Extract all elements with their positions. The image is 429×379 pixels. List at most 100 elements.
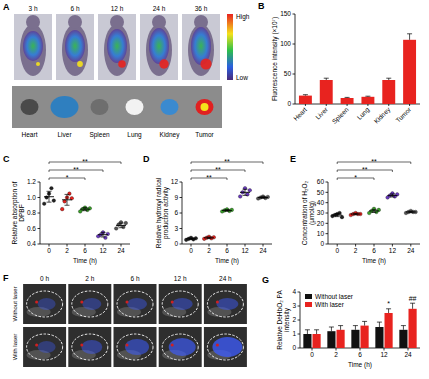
tumor-outline xyxy=(207,334,243,360)
error-bar-cap xyxy=(189,238,194,239)
data-point xyxy=(266,195,270,199)
error-bar-cap xyxy=(261,196,266,197)
y-tick-label: 4 xyxy=(292,288,296,295)
y-axis-title-line: DPBF xyxy=(18,204,25,221)
y-tick-label: 0 xyxy=(320,240,324,247)
error-bar-cap xyxy=(47,202,52,203)
significance-label: * xyxy=(66,174,69,181)
error-bar-cap xyxy=(189,239,194,240)
data-point xyxy=(42,202,46,206)
y-tick-label: 0.8 xyxy=(27,209,36,216)
y-tick xyxy=(326,202,329,203)
bar xyxy=(341,98,354,104)
y-axis-title: Relative DeHbO₂ PAintensity xyxy=(276,290,291,350)
error-bar-cap xyxy=(338,325,343,326)
y-tick xyxy=(293,74,296,75)
error-bar xyxy=(364,321,365,325)
y-tick-label: 1 xyxy=(292,330,296,337)
data-point xyxy=(124,221,128,225)
x-tick-label: 2 xyxy=(207,247,211,254)
y-axis-title-line: (μmol/g) xyxy=(308,201,316,225)
y-tick-label: 9 xyxy=(174,194,178,201)
y-axis-title-line: intensity xyxy=(283,307,291,332)
x-tick-label: 2 xyxy=(354,247,358,254)
tumor-signal xyxy=(36,62,40,66)
pa-signal xyxy=(125,339,149,355)
pa-spot xyxy=(80,301,83,304)
y-tick xyxy=(38,213,41,214)
x-tick-label: Heart xyxy=(292,106,308,122)
error-bar-cap xyxy=(83,207,88,208)
organ xyxy=(126,99,144,115)
y-tick xyxy=(180,197,183,198)
fluorescence xyxy=(149,28,169,64)
error-bar-cap xyxy=(390,196,395,197)
tumor-outline xyxy=(162,291,198,317)
bar xyxy=(382,80,395,104)
time-label: 12 h xyxy=(174,275,187,282)
mouse-head xyxy=(26,15,40,29)
data-point xyxy=(50,186,54,190)
bar xyxy=(361,326,369,348)
tumor-signal xyxy=(118,60,126,68)
x-tick-label: 24 xyxy=(407,247,415,254)
data-point xyxy=(68,192,72,196)
data-point xyxy=(45,196,49,200)
error-bar-cap xyxy=(407,33,412,34)
pa-spot xyxy=(216,301,219,304)
organ xyxy=(161,99,179,115)
fluorescence xyxy=(23,31,43,61)
pa-signal xyxy=(127,298,147,310)
x-tick-label: 0 xyxy=(189,247,193,254)
mean-line xyxy=(351,214,361,215)
y-tick xyxy=(180,228,183,229)
error-bar xyxy=(379,322,380,327)
tumor-outline xyxy=(27,334,63,360)
data-point xyxy=(238,195,242,199)
error-bar-cap xyxy=(365,96,370,97)
image-background xyxy=(182,14,220,80)
time-label: 12 h xyxy=(111,5,124,12)
error-bar-cap xyxy=(225,209,230,210)
mean-line xyxy=(406,211,416,212)
error-bar-cap xyxy=(65,194,70,195)
error-bar-cap xyxy=(353,325,358,326)
organ-label: Heart xyxy=(22,131,38,138)
error-bar-cap xyxy=(83,210,88,211)
organ-label: Lung xyxy=(127,131,142,139)
y-axis-title-line: production activity xyxy=(162,186,170,239)
organ-label: Kidney xyxy=(160,131,181,139)
y-tick-label: 3 xyxy=(174,225,178,232)
mouse-head xyxy=(194,15,208,29)
bar xyxy=(399,330,407,348)
time-label: 24 h xyxy=(219,275,232,282)
x-tick-label: 12 xyxy=(99,247,107,254)
error-bar-cap xyxy=(101,237,106,238)
panel-letter: C xyxy=(3,154,10,164)
panel-letter: A xyxy=(3,2,10,12)
image-background xyxy=(56,14,94,80)
organ-label: Liver xyxy=(57,131,72,138)
pa-spot xyxy=(126,301,129,304)
y-tick xyxy=(293,44,296,45)
pa-signal xyxy=(172,298,193,310)
significance-label: ** xyxy=(362,166,368,173)
error-bar xyxy=(403,326,404,330)
x-tick-label: 6 xyxy=(83,247,87,254)
x-tick-label: 24 xyxy=(117,247,125,254)
x-tick-label: 12 xyxy=(241,247,249,254)
x-tick-label: 0 xyxy=(310,351,314,358)
mouse-head xyxy=(110,15,124,29)
x-tick-label: 12 xyxy=(389,247,397,254)
error-bar xyxy=(85,208,86,211)
y-tick-label: 1.2 xyxy=(27,178,36,185)
y-tick-label: 60 xyxy=(317,178,325,185)
x-axis-title: Time (h) xyxy=(73,257,97,265)
plot-area xyxy=(42,186,127,239)
y-tick xyxy=(298,306,301,307)
x-axis-title: Time (h) xyxy=(348,361,372,369)
significance-label: * xyxy=(354,174,357,181)
y-tick xyxy=(326,182,329,183)
pa-signal xyxy=(81,340,102,354)
tumor-signal xyxy=(200,58,211,69)
